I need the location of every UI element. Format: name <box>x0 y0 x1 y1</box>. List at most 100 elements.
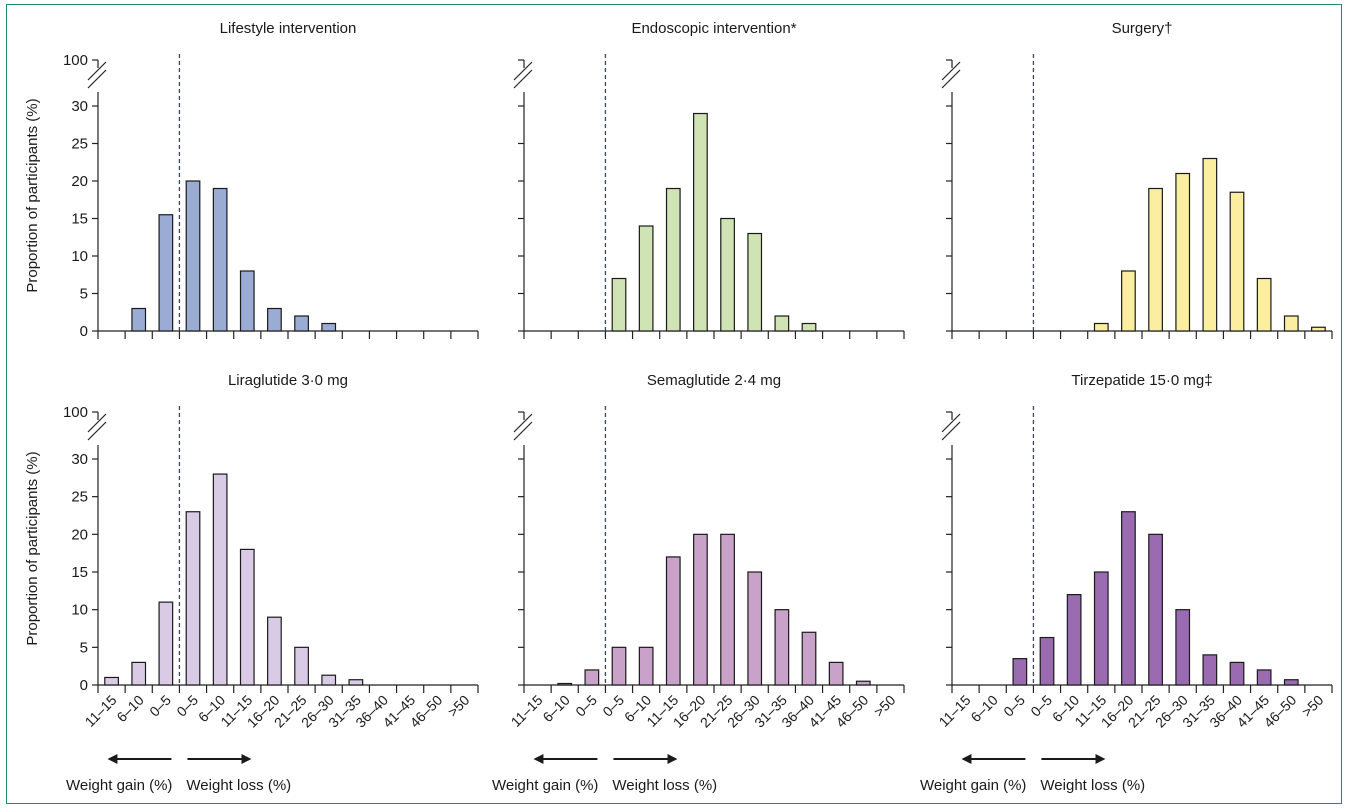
y-tick-label: 10 <box>71 248 88 265</box>
axis-break-mark <box>941 413 961 441</box>
bar <box>1256 277 1272 332</box>
bar <box>801 322 817 332</box>
x-tick-label: 6–10 <box>539 692 572 725</box>
y-tick-label: 25 <box>71 136 88 153</box>
chart-title: Tirzepatide 15·0 mg‡ <box>1071 372 1212 389</box>
chart-title: Endoscopic intervention* <box>631 20 796 37</box>
y-axis-label: Proportion of participants (%) <box>24 451 41 645</box>
bar <box>855 680 871 686</box>
chart-panel-3: Surgery† <box>941 20 1333 339</box>
bar <box>720 217 735 332</box>
bar <box>1012 658 1028 686</box>
bar <box>1311 326 1326 332</box>
y-tick-label: 30 <box>71 451 88 468</box>
bar <box>747 232 763 332</box>
bar <box>1148 533 1163 686</box>
bar <box>774 609 790 686</box>
y-tick-label-break: 100 <box>63 52 88 69</box>
x-tick-label: 6–10 <box>967 692 1000 725</box>
bar <box>185 511 201 686</box>
bar <box>611 646 627 686</box>
weight-gain-label: Weight gain (%) <box>492 777 598 794</box>
chart-panel-4: Liraglutide 3·0 mg 100 0 5 10 15 20 25 30 Proport… <box>24 372 479 794</box>
axis-break-mark <box>513 61 533 89</box>
x-tick-label: 6–10 <box>113 692 146 725</box>
y-tick-label: 10 <box>71 602 88 619</box>
bar <box>665 187 681 332</box>
bar <box>1175 609 1191 686</box>
axis-break-mark <box>513 413 533 441</box>
bar <box>693 112 708 332</box>
y-tick-label: 20 <box>71 173 88 190</box>
bar <box>638 225 654 332</box>
y-tick-label: 20 <box>71 526 88 543</box>
x-tick-label: 11–15 <box>936 692 974 730</box>
y-tick-label: 0 <box>80 323 88 340</box>
axis-break-mark <box>941 61 961 89</box>
bar <box>584 669 600 686</box>
y-tick-label-break: 100 <box>63 404 88 421</box>
weight-loss-label: Weight loss (%) <box>1040 777 1145 794</box>
bar <box>1175 172 1191 332</box>
weight-loss-label: Weight loss (%) <box>186 777 291 794</box>
y-tick-label: 25 <box>71 489 88 506</box>
bar <box>1283 315 1299 332</box>
bar <box>1283 679 1299 686</box>
bar <box>774 315 790 332</box>
bar <box>1229 191 1245 332</box>
bar <box>720 533 735 686</box>
bar <box>828 661 844 686</box>
chart-title: Lifestyle intervention <box>220 20 357 37</box>
bar <box>1093 322 1109 332</box>
bar <box>801 631 817 686</box>
bar <box>348 679 364 686</box>
bar <box>1121 270 1136 332</box>
bar <box>131 661 147 686</box>
bar <box>158 601 174 686</box>
bar <box>294 315 309 332</box>
bar <box>1202 654 1218 686</box>
axis-break-mark <box>87 413 107 441</box>
weight-gain-label: Weight gain (%) <box>920 777 1026 794</box>
bar <box>239 270 255 332</box>
y-tick-label: 30 <box>71 98 88 115</box>
axis-break-mark <box>87 61 107 89</box>
weight-loss-label: Weight loss (%) <box>612 777 717 794</box>
bar <box>693 533 708 686</box>
bar <box>665 556 681 686</box>
bar <box>1256 669 1272 686</box>
chart-title: Liraglutide 3·0 mg <box>228 372 348 389</box>
x-tick-label: 0–5 <box>146 692 174 720</box>
y-tick-label: 15 <box>71 211 88 228</box>
chart-panel-2: Endoscopic intervention* <box>513 20 905 339</box>
chart-panel-6: Tirzepatide 15·0 mg‡11–156–10 0–5 0–56–101… <box>920 372 1333 794</box>
y-tick-label: 15 <box>71 564 88 581</box>
chart-title: Semaglutide 2·4 mg <box>647 372 781 389</box>
x-tick-label: >50 <box>870 692 898 720</box>
x-tick-label: 11–15 <box>82 692 120 730</box>
bar <box>1093 571 1109 686</box>
bar <box>104 676 119 686</box>
bar <box>239 548 255 686</box>
y-tick-label: 5 <box>80 286 88 303</box>
bar <box>638 646 654 686</box>
bar <box>1066 593 1082 686</box>
bar <box>321 674 337 686</box>
bar <box>267 616 282 686</box>
bar <box>185 180 201 332</box>
x-tick-label: >50 <box>1298 692 1326 720</box>
bar <box>611 277 627 332</box>
x-tick-label: 0–5 <box>572 692 600 720</box>
bar <box>1121 511 1136 686</box>
bar <box>294 646 309 686</box>
x-tick-label: >50 <box>444 692 472 720</box>
bar <box>557 682 573 686</box>
bar <box>267 307 282 332</box>
bar <box>212 473 228 686</box>
chart-title: Surgery† <box>1112 20 1173 37</box>
chart-panel-1: Lifestyle intervention 100 0 5 10 15 20 25 30 Pro… <box>24 20 479 340</box>
y-axis-label: Proportion of participants (%) <box>24 98 41 292</box>
bar <box>321 322 337 332</box>
